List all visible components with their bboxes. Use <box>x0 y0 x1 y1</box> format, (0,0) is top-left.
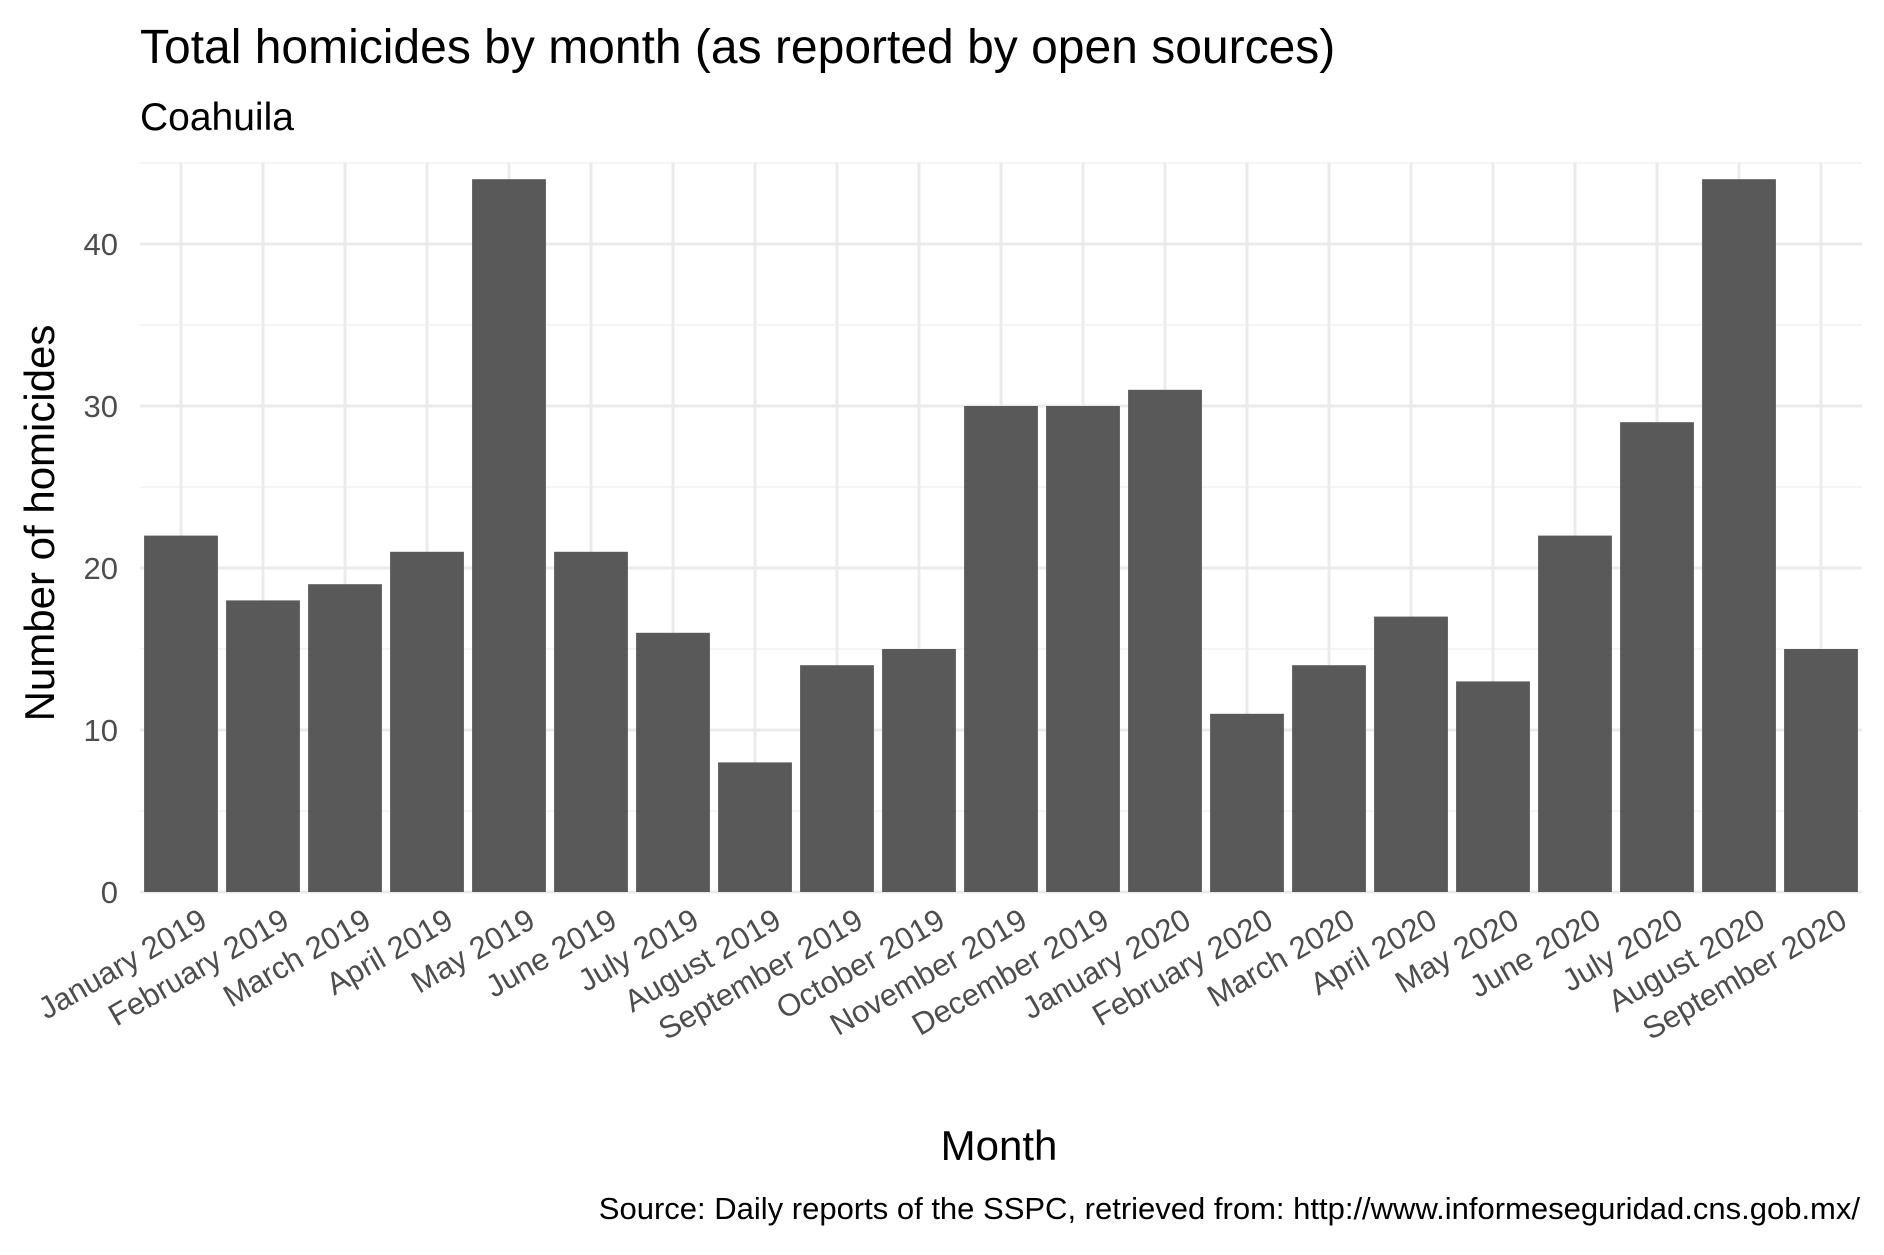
y-axis-title: Number of homicides <box>16 325 63 722</box>
x-axis-title: Month <box>941 1122 1058 1169</box>
bar <box>554 551 628 892</box>
y-tick-label: 10 <box>84 713 118 748</box>
bar <box>1702 179 1776 892</box>
bar <box>1538 535 1612 892</box>
bar <box>472 179 546 892</box>
chart-caption: Source: Daily reports of the SSPC, retri… <box>599 1191 1861 1226</box>
y-tick-label: 30 <box>84 389 118 424</box>
y-axis-ticks: 0 10 20 30 40 <box>84 227 118 910</box>
bar <box>718 762 792 892</box>
bar <box>144 535 218 892</box>
chart-subtitle: Coahuila <box>140 96 294 139</box>
chart-title: Total homicides by month (as reported by… <box>140 21 1335 74</box>
bar <box>882 649 956 892</box>
y-tick-label: 0 <box>101 875 118 910</box>
bar <box>636 632 710 892</box>
bar <box>1046 406 1120 892</box>
bar <box>1292 665 1366 892</box>
bar <box>1456 681 1530 892</box>
bar <box>964 406 1038 892</box>
bar <box>226 600 300 892</box>
bar <box>1784 649 1858 892</box>
bars <box>144 179 1858 892</box>
bar <box>800 665 874 892</box>
bar <box>308 584 382 892</box>
bar <box>1374 616 1448 892</box>
bar <box>390 551 464 892</box>
bar <box>1128 389 1202 892</box>
bar <box>1620 422 1694 892</box>
bar <box>1210 713 1284 892</box>
y-tick-label: 20 <box>84 551 118 586</box>
y-tick-label: 40 <box>84 227 118 262</box>
